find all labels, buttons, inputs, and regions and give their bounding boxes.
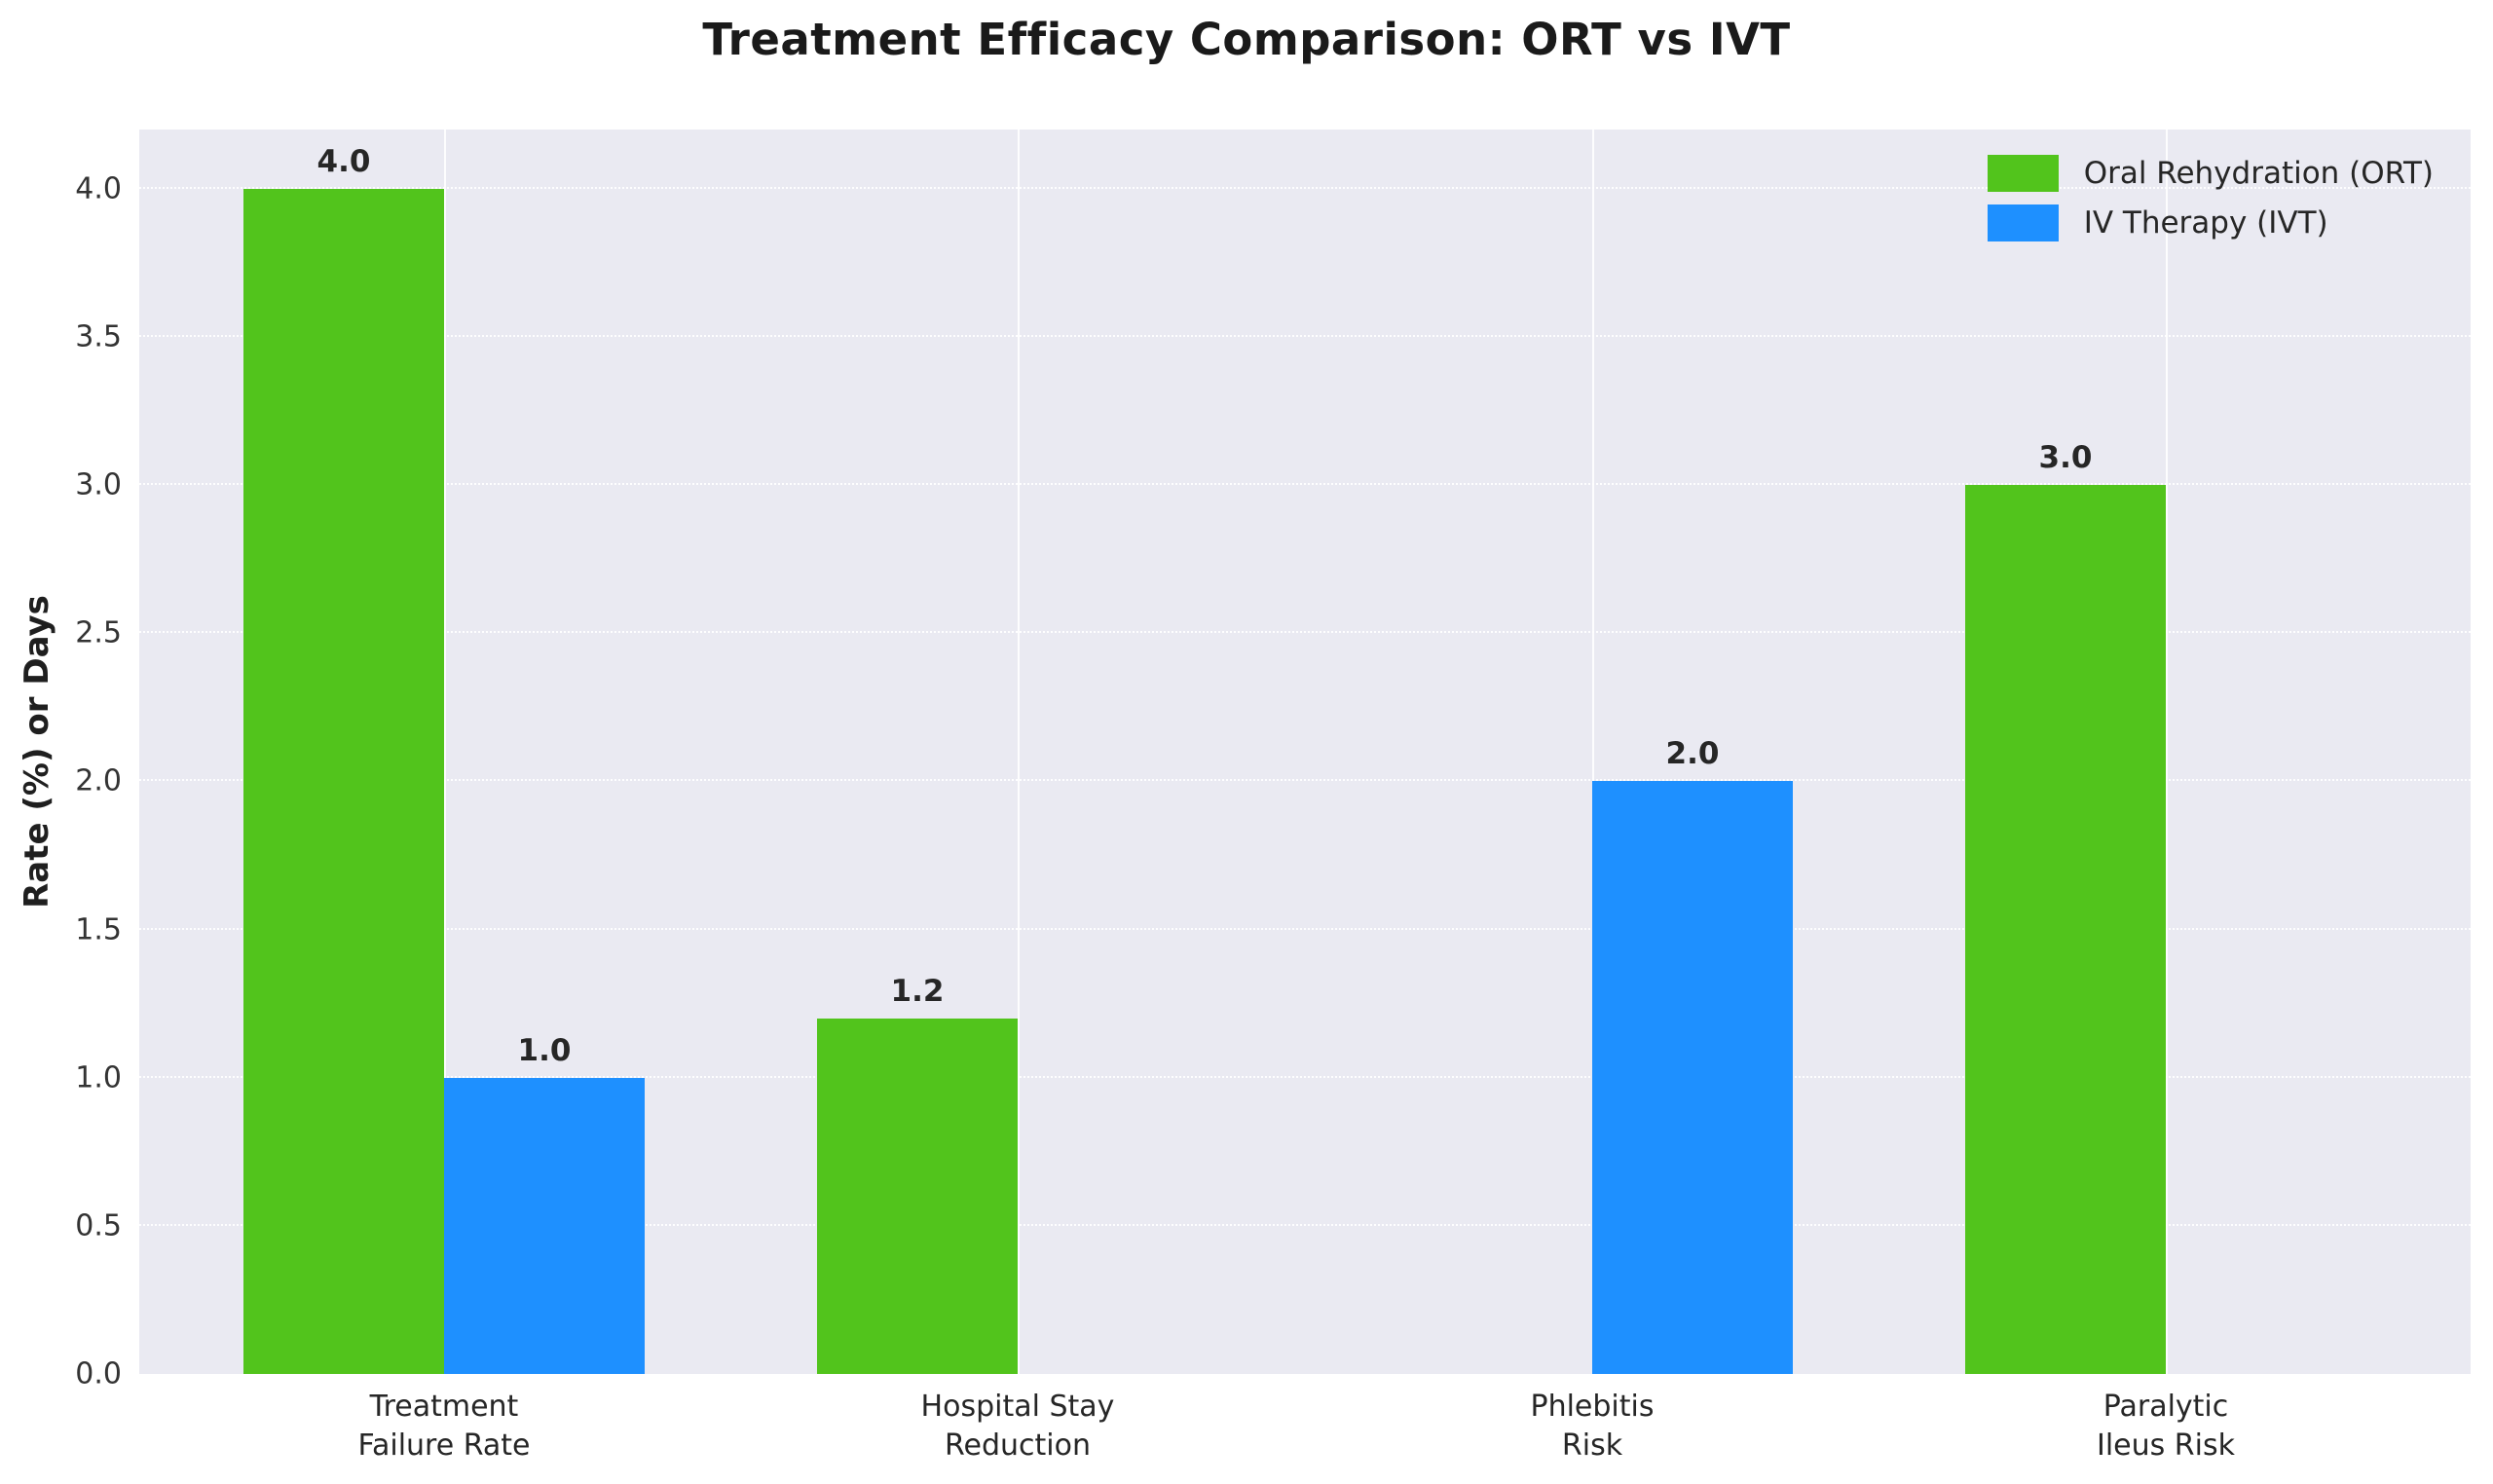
bar-value-label: 4.0: [316, 144, 371, 179]
gridline-horizontal: [139, 927, 2471, 930]
gridline-horizontal: [139, 631, 2471, 634]
bar-ort-3: [1965, 485, 2166, 1374]
legend: Oral Rehydration (ORT) IV Therapy (IVT): [1987, 155, 2434, 241]
x-tick-label: Hospital Stay Reduction: [920, 1390, 1115, 1463]
gridline-vertical: [1018, 130, 1020, 1374]
y-tick-label: 1.0: [75, 1060, 122, 1095]
bar-value-label: 2.0: [1665, 736, 1720, 771]
legend-swatch-icon: [1987, 204, 2059, 241]
bar-value-label: 1.0: [517, 1033, 572, 1068]
gridline-vertical: [1592, 130, 1594, 1374]
legend-label: IV Therapy (IVT): [2083, 205, 2328, 241]
y-tick-label: 0.0: [75, 1356, 122, 1391]
bar-ivt-2: [1592, 781, 1793, 1374]
y-tick-label: 0.5: [75, 1208, 122, 1243]
gridline-horizontal: [139, 1075, 2471, 1078]
y-tick-label: 1.5: [75, 912, 122, 947]
x-tick-label: Phlebitis Risk: [1530, 1390, 1655, 1463]
y-tick-label: 2.0: [75, 763, 122, 798]
y-tick-label: 3.0: [75, 467, 122, 502]
bar-value-label: 3.0: [2038, 440, 2093, 475]
x-tick-label: Paralytic Ileus Risk: [2096, 1390, 2236, 1463]
legend-label: Oral Rehydration (ORT): [2083, 156, 2434, 191]
chart-title: Treatment Efficacy Comparison: ORT vs IV…: [702, 14, 1791, 65]
bar-value-label: 1.2: [890, 974, 945, 1009]
y-tick-label: 2.5: [75, 615, 122, 650]
x-tick-label: Treatment Failure Rate: [357, 1390, 531, 1463]
plot-area: 4.0 1.2 3.0 1.0 2.0 Oral Rehydration (ORT) IV …: [139, 130, 2471, 1374]
legend-item: Oral Rehydration (ORT): [1987, 155, 2434, 192]
gridline-horizontal: [139, 186, 2471, 189]
legend-swatch-icon: [1987, 155, 2059, 192]
gridline-horizontal: [139, 1223, 2471, 1226]
bar-ivt-0: [444, 1078, 645, 1374]
y-tick-label: 3.5: [75, 319, 122, 354]
bar-ort-0: [243, 189, 444, 1374]
bar-ort-1: [817, 1019, 1018, 1374]
gridline-horizontal: [139, 483, 2471, 486]
y-tick-label: 4.0: [75, 171, 122, 206]
gridline-horizontal: [139, 779, 2471, 782]
gridline-vertical: [444, 130, 446, 1374]
gridline-horizontal: [139, 335, 2471, 337]
gridline-vertical: [2166, 130, 2168, 1374]
legend-item: IV Therapy (IVT): [1987, 204, 2434, 241]
